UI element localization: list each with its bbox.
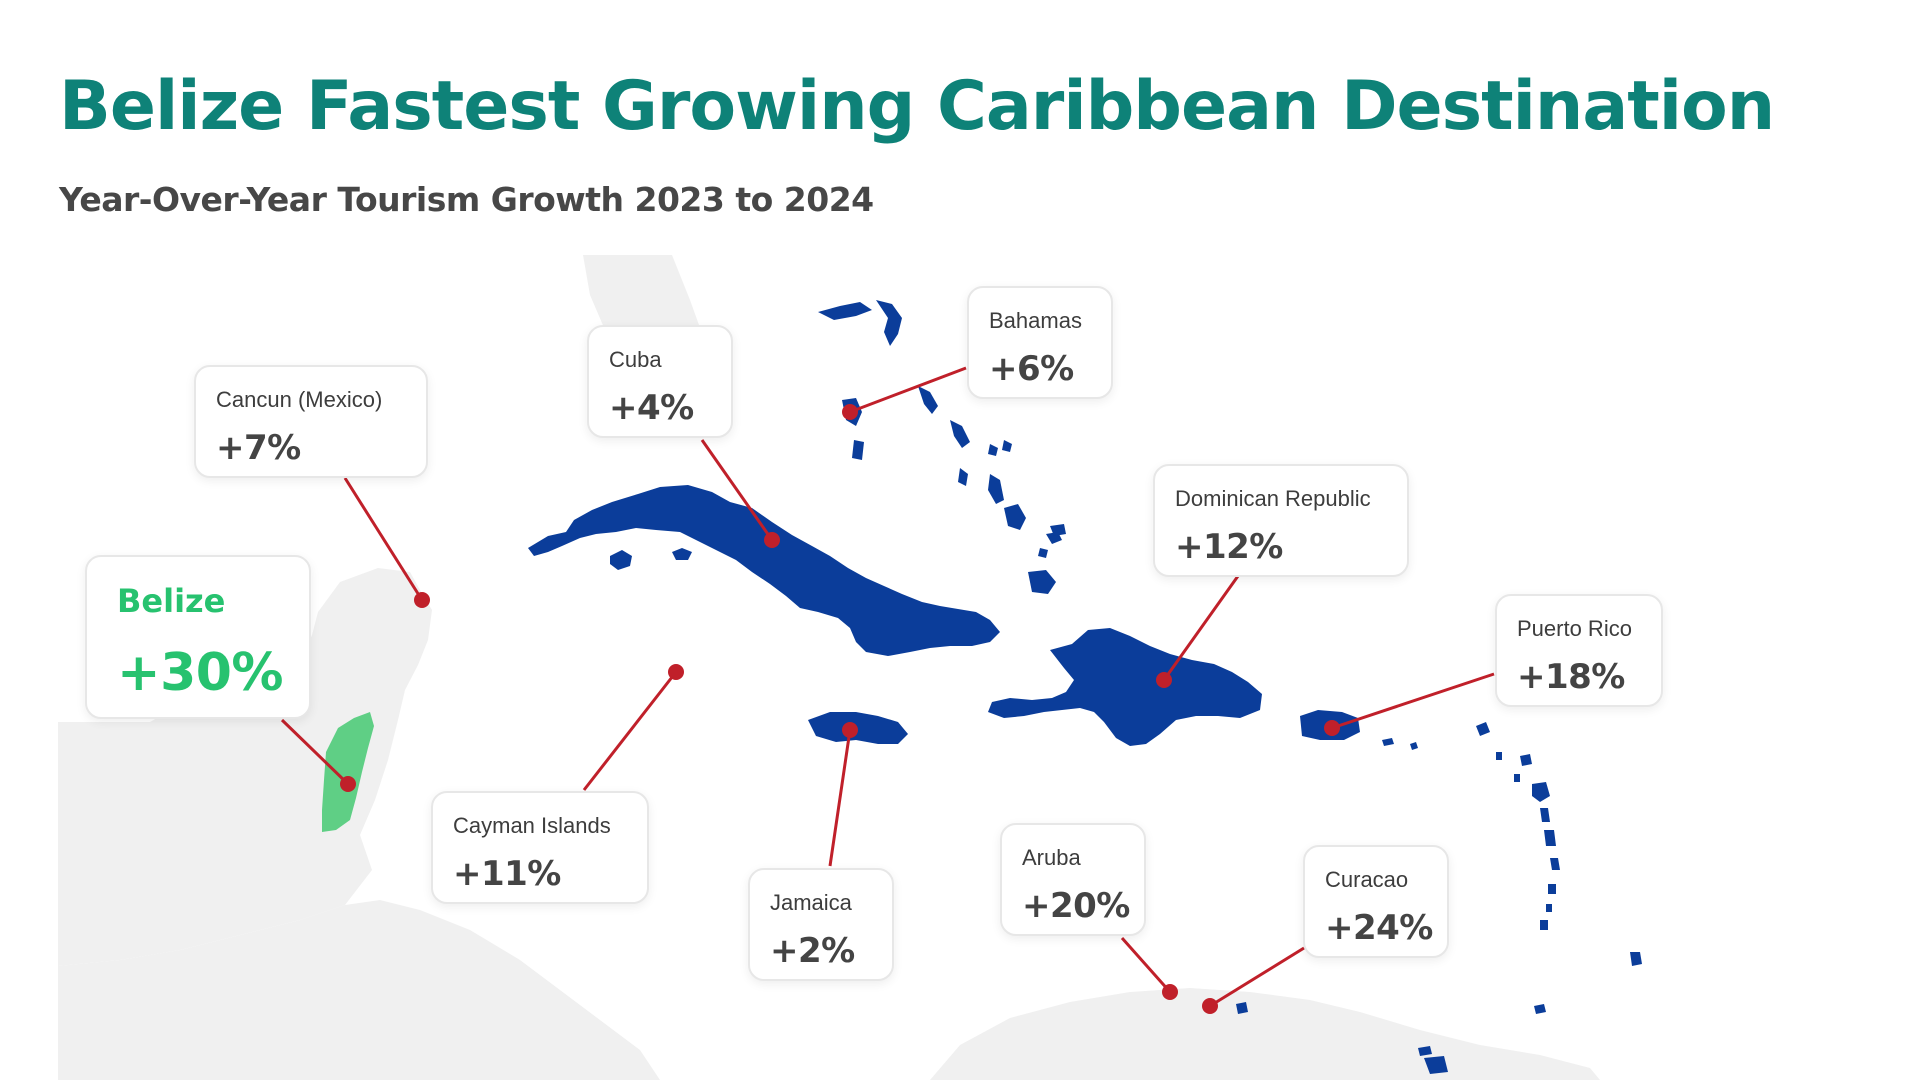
bahamas-andros-south [852, 440, 864, 460]
card-jamaica-value: +2% [770, 931, 855, 971]
south-america-land [930, 988, 1600, 1080]
belize-highlight-shape [322, 712, 374, 832]
hispaniola-island [988, 628, 1262, 746]
marker-belize [340, 776, 356, 792]
card-puerto-rico-value: +18% [1517, 657, 1625, 697]
saint-lucia [1550, 858, 1560, 870]
connector-cayman-islands [582, 671, 678, 791]
bahamas-cat-island [958, 468, 968, 486]
trinidad [1424, 1056, 1448, 1074]
card-cancun-value: +7% [216, 428, 301, 468]
saint-kitts [1496, 752, 1502, 760]
anguilla [1410, 742, 1418, 750]
saint-vincent [1548, 884, 1556, 894]
card-curacao: Curacao +24% [1303, 845, 1449, 958]
bahamas-exuma [950, 420, 970, 448]
card-jamaica-name: Jamaica [770, 890, 852, 915]
marker-bahamas [842, 404, 858, 420]
land-masses [58, 255, 1600, 1080]
connector-belize [280, 718, 350, 786]
bahamas-exuma-cays [988, 444, 998, 456]
connector-cuba [700, 439, 774, 541]
central-america-land [58, 900, 660, 1080]
marker-aruba [1162, 984, 1178, 1000]
connector-aruba [1120, 937, 1172, 993]
marker-cuba [764, 532, 780, 548]
antigua [1520, 754, 1532, 766]
turks-caicos [1050, 524, 1066, 536]
connector-cancun [343, 477, 424, 601]
grenada [1540, 920, 1548, 930]
card-bahamas-name: Bahamas [989, 308, 1082, 333]
connectors [280, 366, 1495, 1008]
connector-bahamas [849, 366, 967, 414]
bahamas-eleuthera [918, 386, 938, 414]
card-puerto-rico-name: Puerto Rico [1517, 616, 1632, 641]
bahamas-long-island [988, 474, 1004, 504]
card-cuba-name: Cuba [609, 347, 662, 372]
card-dominican-republic: Dominican Republic +12% [1153, 464, 1409, 577]
guadeloupe [1532, 782, 1550, 802]
card-aruba-value: +20% [1022, 886, 1130, 926]
martinique [1544, 830, 1556, 846]
page-subtitle: Year-Over-Year Tourism Growth 2023 to 20… [59, 180, 874, 219]
bonaire [1236, 1002, 1248, 1014]
bahamas-small [1002, 440, 1012, 452]
marker-cancun [414, 592, 430, 608]
card-bahamas-value: +6% [989, 349, 1074, 389]
marker-cayman-islands [668, 664, 684, 680]
grenadines [1546, 904, 1552, 912]
connector-jamaica [828, 729, 852, 867]
card-belize-value: +30% [117, 643, 284, 703]
marker-curacao [1202, 998, 1218, 1014]
tobago [1418, 1046, 1432, 1056]
card-cayman-islands: Cayman Islands +11% [431, 791, 649, 904]
bahamas-grand-bahama [818, 302, 872, 320]
connector-puerto-rico [1331, 672, 1495, 730]
card-dominican-republic-name: Dominican Republic [1175, 486, 1371, 511]
card-belize: Belize +30% [85, 555, 311, 719]
bahamas-inagua [1028, 570, 1056, 594]
jamaica-island [808, 712, 908, 744]
grand-cayman-island [672, 548, 692, 560]
virgin-islands [1382, 738, 1394, 746]
montserrat [1514, 774, 1520, 782]
card-puerto-rico: Puerto Rico +18% [1495, 594, 1663, 707]
isla-margarita [1534, 1004, 1546, 1014]
marker-dominican-republic [1156, 672, 1172, 688]
card-cancun-name: Cancun (Mexico) [216, 387, 383, 412]
card-dominican-republic-value: +12% [1175, 527, 1283, 567]
markers [340, 404, 1340, 1014]
bahamas-acklins [1004, 504, 1026, 530]
saint-martin [1476, 722, 1490, 736]
isla-de-la-juventud-island [610, 550, 632, 570]
yucatan-land [58, 568, 432, 966]
card-jamaica: Jamaica +2% [748, 868, 894, 981]
card-curacao-value: +24% [1325, 908, 1433, 948]
connector-curacao [1209, 946, 1305, 1008]
dominica [1540, 808, 1550, 822]
card-aruba-name: Aruba [1022, 845, 1081, 870]
caribbean-islands [528, 300, 1642, 1074]
connector-dominican-republic [1162, 575, 1240, 681]
card-bahamas: Bahamas +6% [967, 286, 1113, 399]
card-belize-name: Belize [117, 582, 226, 620]
card-aruba: Aruba +20% [1000, 823, 1146, 936]
card-curacao-name: Curacao [1325, 867, 1409, 892]
card-cancun: Cancun (Mexico) +7% [194, 365, 428, 478]
page-title: Belize Fastest Growing Caribbean Destina… [59, 67, 1775, 146]
card-cuba: Cuba +4% [587, 325, 733, 438]
bahamas-ragged [1038, 548, 1048, 558]
card-cuba-value: +4% [609, 388, 694, 428]
cuba-island [528, 485, 1000, 656]
bahamas-abaco [876, 300, 902, 346]
card-cayman-islands-value: +11% [453, 854, 561, 894]
barbados [1630, 952, 1642, 966]
marker-jamaica [842, 722, 858, 738]
card-cayman-islands-name: Cayman Islands [453, 813, 611, 838]
marker-puerto-rico [1324, 720, 1340, 736]
